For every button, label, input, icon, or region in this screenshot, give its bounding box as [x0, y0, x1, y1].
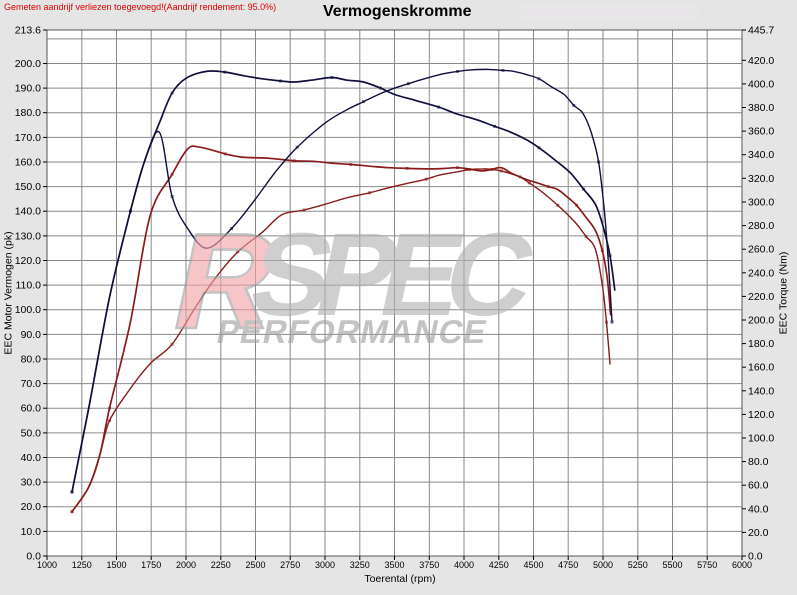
svg-text:40.0: 40.0	[21, 452, 42, 464]
svg-text:240.0: 240.0	[748, 267, 774, 279]
svg-text:340.0: 340.0	[748, 149, 774, 161]
svg-text:5250: 5250	[628, 560, 648, 570]
svg-text:10.0: 10.0	[21, 526, 42, 538]
svg-text:380.0: 380.0	[748, 102, 774, 114]
svg-text:140.0: 140.0	[15, 206, 41, 218]
svg-text:80.0: 80.0	[748, 456, 769, 468]
svg-text:200.0: 200.0	[748, 315, 774, 327]
svg-text:360.0: 360.0	[748, 126, 774, 138]
svg-text:180.0: 180.0	[15, 107, 41, 119]
svg-text:2500: 2500	[245, 560, 265, 570]
svg-text:190.0: 190.0	[15, 83, 41, 95]
svg-text:20.0: 20.0	[748, 527, 769, 539]
svg-text:4000: 4000	[454, 560, 474, 570]
svg-text:120.0: 120.0	[748, 409, 774, 421]
svg-text:160.0: 160.0	[15, 157, 41, 169]
svg-text:4250: 4250	[489, 560, 509, 570]
svg-text:30.0: 30.0	[21, 477, 42, 489]
svg-text:PERFORMANCE: PERFORMANCE	[213, 314, 490, 351]
svg-text:2250: 2250	[211, 560, 231, 570]
svg-text:100.0: 100.0	[15, 304, 41, 316]
svg-text:1750: 1750	[141, 560, 161, 570]
svg-text:280.0: 280.0	[748, 220, 774, 232]
svg-text:160.0: 160.0	[748, 362, 774, 374]
svg-text:1000: 1000	[37, 560, 57, 570]
svg-text:3000: 3000	[315, 560, 335, 570]
svg-text:5500: 5500	[662, 560, 682, 570]
svg-text:60.0: 60.0	[748, 480, 769, 492]
svg-text:40.0: 40.0	[748, 503, 769, 515]
svg-text:400.0: 400.0	[748, 78, 774, 90]
svg-text:130.0: 130.0	[15, 230, 41, 242]
svg-text:5000: 5000	[593, 560, 613, 570]
svg-text:140.0: 140.0	[748, 385, 774, 397]
svg-text:3500: 3500	[384, 560, 404, 570]
svg-text:170.0: 170.0	[15, 132, 41, 144]
svg-text:50.0: 50.0	[21, 427, 42, 439]
svg-text:70.0: 70.0	[21, 378, 42, 390]
svg-text:90.0: 90.0	[21, 329, 42, 341]
svg-text:180.0: 180.0	[748, 338, 774, 350]
svg-text:80.0: 80.0	[21, 354, 42, 366]
svg-text:4750: 4750	[558, 560, 578, 570]
svg-text:EEC Torque (Nm): EEC Torque (Nm)	[778, 252, 790, 335]
svg-text:120.0: 120.0	[15, 255, 41, 267]
svg-text:260.0: 260.0	[748, 244, 774, 256]
svg-text:420.0: 420.0	[748, 55, 774, 67]
svg-text:3750: 3750	[419, 560, 439, 570]
svg-text:150.0: 150.0	[15, 181, 41, 193]
svg-text:445.7: 445.7	[748, 25, 774, 37]
svg-text:4500: 4500	[523, 560, 543, 570]
svg-text:5750: 5750	[697, 560, 717, 570]
svg-text:1500: 1500	[106, 560, 126, 570]
svg-text:100.0: 100.0	[748, 433, 774, 445]
svg-text:300.0: 300.0	[748, 197, 774, 209]
svg-text:1250: 1250	[72, 560, 92, 570]
svg-text:2750: 2750	[280, 560, 300, 570]
svg-text:200.0: 200.0	[15, 58, 41, 70]
svg-text:20.0: 20.0	[21, 501, 42, 513]
svg-text:2000: 2000	[176, 560, 196, 570]
svg-text:220.0: 220.0	[748, 291, 774, 303]
svg-text:60.0: 60.0	[21, 403, 42, 415]
svg-text:EEC Motor Vermogen (pk): EEC Motor Vermogen (pk)	[3, 231, 15, 354]
svg-text:213.6: 213.6	[15, 25, 41, 37]
svg-text:6000: 6000	[732, 560, 752, 570]
svg-text:110.0: 110.0	[16, 280, 42, 292]
svg-text:320.0: 320.0	[748, 173, 774, 185]
svg-text:3250: 3250	[350, 560, 370, 570]
svg-text:Toerental (rpm): Toerental (rpm)	[364, 573, 435, 585]
